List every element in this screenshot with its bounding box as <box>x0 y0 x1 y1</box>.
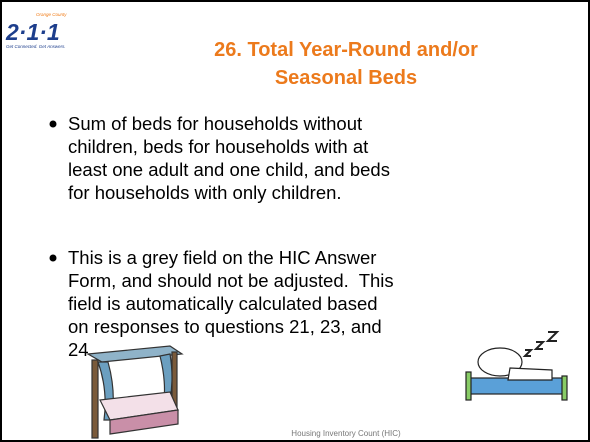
sleeping-person <box>465 331 568 401</box>
bullet-line: 24. <box>68 339 94 360</box>
title-line: Seasonal Beds <box>275 67 417 89</box>
footer: Housing Inventory Count (HIC) <box>291 429 401 438</box>
bullet-line: children, beds for households with at <box>68 136 368 157</box>
title: 26. Total Year-Round and/or Seasonal Beds <box>214 39 478 89</box>
bullet-line: field is automatically calculated based <box>68 293 378 314</box>
bullet-line: least one adult and one child, and beds <box>68 159 390 180</box>
bullet-line: Form, and should not be adjusted. This <box>68 270 394 291</box>
bullet-dot <box>49 254 57 262</box>
bullet-line: for households with only children. <box>68 182 342 203</box>
logo-main: 2·1·1 <box>5 19 60 45</box>
bullet-dot <box>49 120 57 128</box>
logo: Orange County 2·1·1 Get Connected. Get A… <box>5 12 67 49</box>
title-line: 26. Total Year-Round and/or <box>214 39 478 61</box>
canopy-bed <box>86 345 184 439</box>
logo-tagline: Get Connected. Get Answers. <box>6 44 66 49</box>
bullet-line: Sum of beds for households without <box>68 113 362 134</box>
bullet-line: on responses to questions 21, 23, and <box>68 316 382 337</box>
logo-top: Orange County <box>36 12 67 17</box>
bullets: Sum of beds for households withoutchildr… <box>49 113 394 360</box>
bullet-line: This is a grey field on the HIC Answer <box>68 247 376 268</box>
